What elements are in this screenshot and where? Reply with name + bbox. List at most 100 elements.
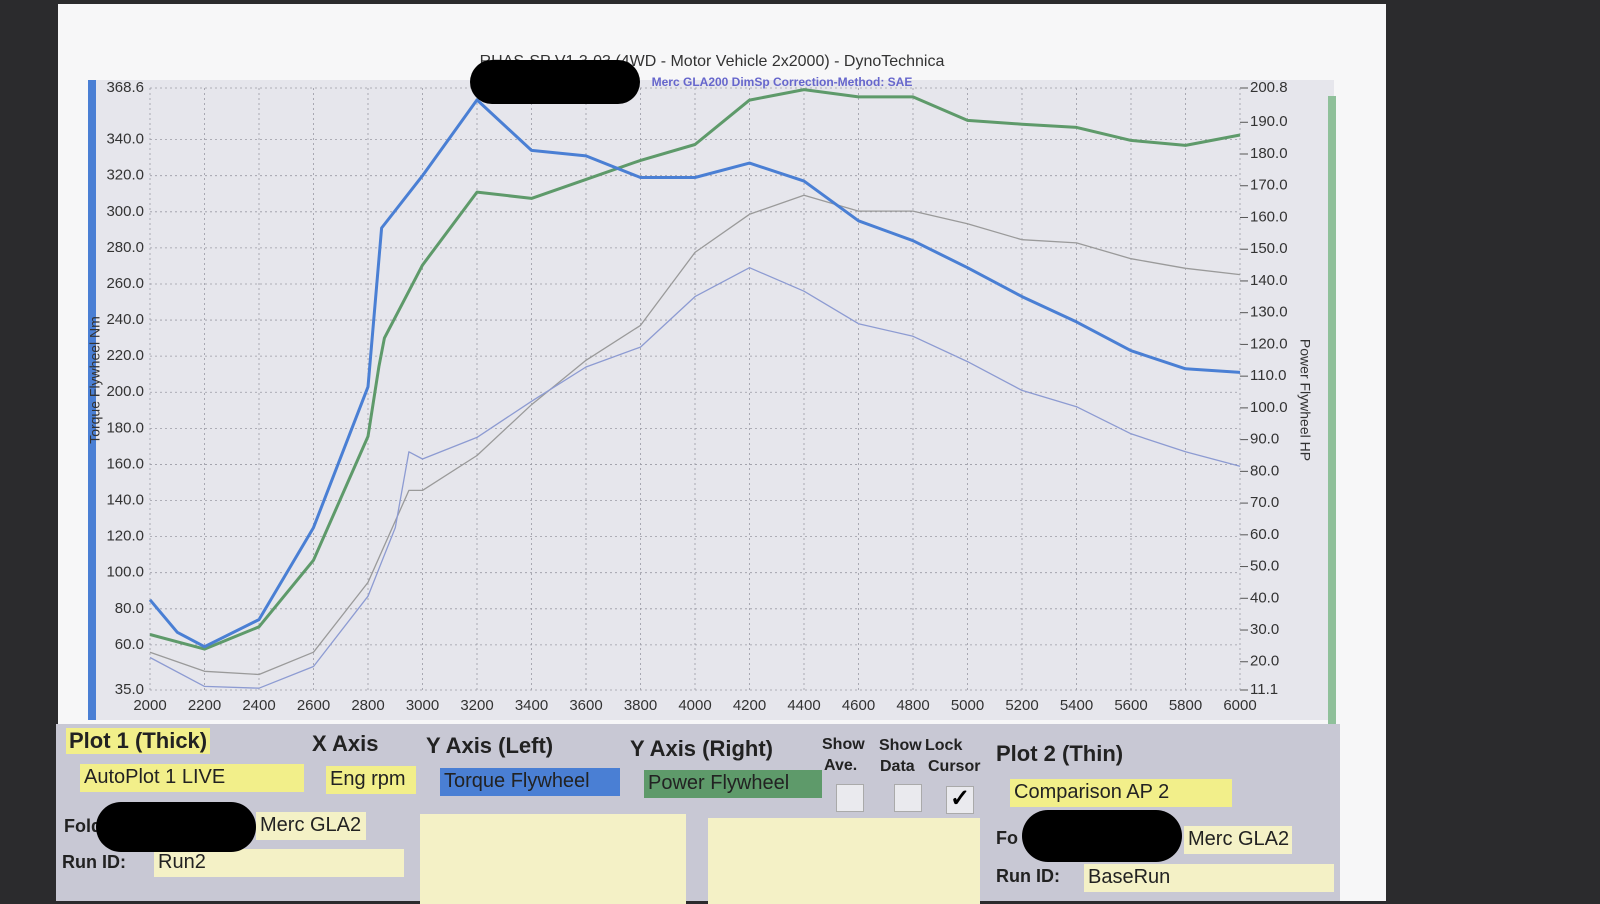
y2-tick-label: 70.0 (1250, 494, 1279, 511)
x-axis-label: X Axis (312, 731, 379, 756)
y2-tick-label: 150.0 (1250, 240, 1288, 257)
x-tick-label: 4600 (842, 697, 875, 714)
x-tick-label: 2600 (297, 697, 330, 714)
y2-tick-label: 190.0 (1250, 113, 1288, 130)
y2-tick-label: 60.0 (1250, 526, 1279, 543)
x-tick-label: 4000 (678, 697, 711, 714)
y-tick-label: 280.0 (106, 239, 144, 256)
y-tick-label: 140.0 (106, 491, 144, 508)
x-tick-label: 2400 (242, 697, 275, 714)
series-line (149, 194, 1241, 676)
y2-tick-label: 140.0 (1250, 272, 1288, 289)
y-tick-label: 260.0 (106, 275, 144, 292)
y-tick-label: 160.0 (106, 455, 144, 472)
x-tick-label: 4800 (896, 697, 929, 714)
y2-tick-label: 11.1 (1250, 681, 1278, 698)
x-tick-label: 6000 (1223, 697, 1256, 714)
x-tick-label: 3000 (406, 697, 439, 714)
y2-tick-label: 80.0 (1250, 462, 1279, 479)
y2-tick-label: 180.0 (1250, 145, 1288, 162)
y-tick-label: 35.0 (115, 681, 144, 698)
y-tick-label: 220.0 (106, 347, 144, 364)
plot1-label: Plot 1 (Thick) (66, 728, 211, 754)
run1-field[interactable]: Run2 (154, 849, 404, 877)
y-tick-label: 80.0 (115, 600, 144, 617)
y-right-label: Y Axis (Right) (630, 736, 774, 761)
x-select[interactable]: Eng rpm (326, 766, 416, 794)
folder2-field[interactable]: Merc GLA2 (1184, 826, 1292, 854)
lock-cursor-checkbox[interactable]: ✓ (946, 786, 974, 814)
y2-tick-label: 100.0 (1250, 399, 1288, 416)
left-axis-bar (88, 80, 96, 720)
lock-cursor-label: Lock (925, 737, 963, 754)
x-tick-label: 3800 (624, 697, 657, 714)
x-tick-label: 3400 (515, 697, 548, 714)
folder1-label: Fold (64, 816, 102, 836)
x-tick-label: 2000 (133, 697, 166, 714)
y-tick-label: 60.0 (115, 636, 144, 653)
redaction (1022, 810, 1182, 862)
right-axis-bar (1328, 96, 1336, 736)
x-tick-label: 5200 (1005, 697, 1038, 714)
y2-tick-label: 90.0 (1250, 431, 1279, 448)
show-ave-label: Ave. (824, 757, 858, 774)
x-tick-label: 5800 (1169, 697, 1202, 714)
y-tick-label: 320.0 (106, 167, 144, 184)
y2-tick-label: 50.0 (1250, 558, 1279, 575)
plot1-select[interactable]: AutoPlot 1 LIVE (80, 764, 304, 792)
x-tick-label: 2800 (351, 697, 384, 714)
empty-field (420, 814, 686, 904)
series-line (149, 88, 1241, 651)
folder2-label: Fo (996, 828, 1018, 848)
show-ave-checkbox[interactable] (836, 784, 864, 812)
y-right-select[interactable]: Power Flywheel (644, 770, 822, 798)
redaction (470, 60, 640, 104)
y-left-select[interactable]: Torque Flywheel (440, 768, 620, 796)
chart-subtitle: Merc GLA200 DimSp Correction-Method: SAE (652, 75, 913, 89)
y2-tick-label: 200.8 (1250, 79, 1288, 96)
y2-tick-label: 30.0 (1250, 621, 1279, 638)
x-tick-label: 5000 (951, 697, 984, 714)
x-tick-label: 5600 (1114, 697, 1147, 714)
y-tick-label: 120.0 (106, 528, 144, 545)
series-line (149, 267, 1241, 689)
plot2-label: Plot 2 (Thin) (996, 741, 1124, 766)
y2-tick-label: 130.0 (1250, 304, 1288, 321)
x-tick-label: 3200 (460, 697, 493, 714)
lock-cursor-label: Cursor (928, 758, 981, 775)
y-tick-label: 180.0 (106, 419, 144, 436)
x-tick-label: 2200 (188, 697, 221, 714)
y-tick-label: 100.0 (106, 564, 144, 581)
y2-tick-label: 40.0 (1250, 589, 1279, 606)
x-tick-label: 3600 (569, 697, 602, 714)
show-data-label: Show (879, 737, 922, 754)
y2-tick-label: 170.0 (1250, 177, 1288, 194)
x-tick-label: 5400 (1060, 697, 1093, 714)
y-axis-title: Torque Flywheel Nm (87, 316, 103, 444)
x-tick-label: 4400 (787, 697, 820, 714)
y-tick-label: 200.0 (106, 383, 144, 400)
run1-label: Run ID: (62, 852, 126, 872)
y-tick-label: 368.6 (106, 79, 144, 96)
run2-label: Run ID: (996, 866, 1060, 886)
y2-tick-label: 160.0 (1250, 208, 1288, 225)
y2-tick-label: 110.0 (1250, 367, 1286, 384)
y-tick-label: 240.0 (106, 311, 144, 328)
y-tick-label: 300.0 (106, 203, 144, 220)
y2-tick-label: 20.0 (1250, 653, 1279, 670)
redaction (96, 802, 256, 852)
control-panel: Plot 1 (Thick) X Axis Y Axis (Left) Y Ax… (56, 724, 1340, 904)
plot-background (88, 80, 1334, 720)
y-left-label: Y Axis (Left) (426, 733, 554, 758)
plot-area: 35.0 60.0 80.0 100.0 120.0 140.0 160.0 180.0 200… (106, 79, 1287, 714)
series-line (148, 98, 1241, 649)
y2-axis-title: Power Flywheel HP (1297, 339, 1313, 461)
run2-field[interactable]: BaseRun (1084, 864, 1334, 892)
plot2-select[interactable]: Comparison AP 2 (1010, 779, 1232, 807)
empty-field (708, 818, 980, 904)
show-ave-label: Show (822, 736, 865, 753)
folder1-field[interactable]: Merc GLA2 (256, 812, 366, 840)
x-tick-label: 4200 (733, 697, 766, 714)
show-data-checkbox[interactable] (894, 784, 922, 812)
